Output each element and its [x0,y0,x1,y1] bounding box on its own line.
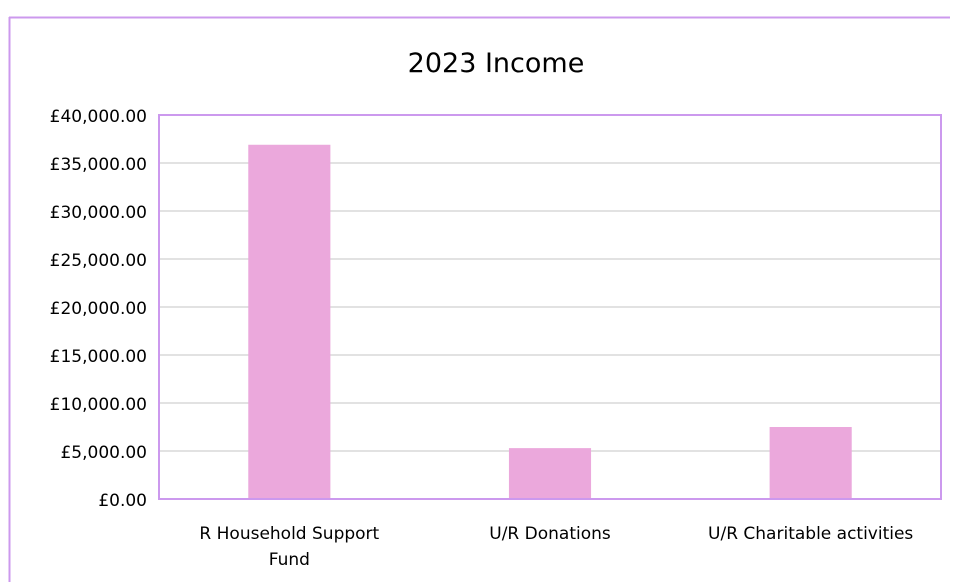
y-tick-label: £25,000.00 [50,251,147,271]
x-category-label: Fund [269,550,310,570]
y-tick-label: £5,000.00 [60,443,147,463]
x-category-label: R Household Support [199,524,379,544]
x-category-label: U/R Charitable activities [708,524,913,544]
chart-title: 2023 Income [408,48,585,79]
plot-area-border [158,114,942,500]
y-tick-label: £0.00 [98,491,147,511]
x-category-label: U/R Donations [489,524,611,544]
y-tick-label: £15,000.00 [50,347,147,367]
y-tick-label: £35,000.00 [50,155,147,175]
y-axis-tick-labels: £0.00 £5,000.00 £10,000.00 £15,000.00 £20,00… [50,107,147,511]
x-axis-category-labels: R Household Support Fund U/R Donations U/R … [199,524,913,570]
y-tick-label: £30,000.00 [50,203,147,223]
y-tick-label: £10,000.00 [50,395,147,415]
y-tick-label: £20,000.00 [50,299,147,319]
bar [248,144,331,499]
bar [769,427,852,499]
y-tick-label: £40,000.00 [50,107,147,127]
bars [248,144,852,499]
bar [508,448,592,499]
